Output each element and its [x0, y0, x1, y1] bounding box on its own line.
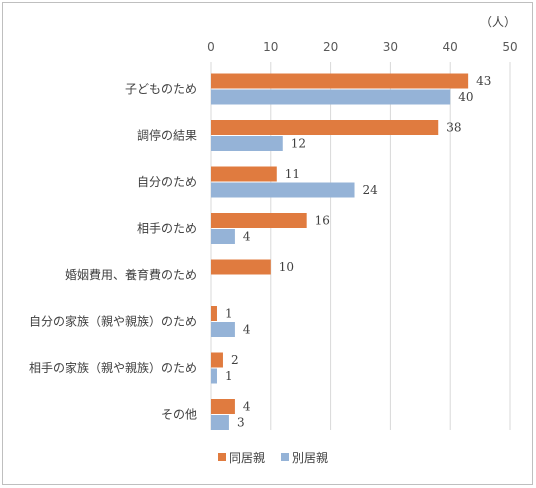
data-label: 1 — [225, 307, 233, 321]
legend: 同居親 別居親 — [218, 451, 328, 465]
data-label: 4 — [243, 230, 251, 244]
data-label: 10 — [279, 260, 294, 274]
category-labels: 子どものため調停の結果自分のため相手のため婚姻費用、養育費のため自分の家族（親や… — [29, 82, 197, 422]
category-label: 自分の家族（親や親族）のため — [29, 314, 197, 329]
data-label: 3 — [237, 416, 245, 430]
category-label: 子どものため — [125, 82, 197, 96]
bar-separated-parent — [211, 229, 235, 244]
legend-swatch-cohabiting — [218, 453, 226, 461]
x-tick-label: 40 — [443, 40, 458, 54]
data-label: 16 — [315, 214, 330, 228]
legend-label: 同居親 — [229, 451, 265, 465]
data-label: 11 — [285, 167, 300, 181]
data-label: 43 — [476, 74, 491, 88]
bar-separated-parent — [211, 89, 451, 105]
data-label: 12 — [291, 137, 306, 151]
data-label: 38 — [446, 121, 461, 135]
bar-cohabiting-parent — [211, 399, 235, 414]
bars — [211, 73, 469, 430]
x-tick-label: 20 — [323, 40, 338, 54]
x-axis-ticks: 0 10 20 30 40 50 — [207, 40, 517, 54]
x-tick-label: 0 — [207, 40, 215, 54]
unit-label: （人） — [480, 15, 516, 29]
category-label: その他 — [161, 408, 197, 422]
data-label: 4 — [243, 400, 251, 414]
bar-separated-parent — [211, 322, 235, 337]
bar-cohabiting-parent — [211, 352, 223, 368]
data-label: 1 — [225, 369, 233, 383]
bar-cohabiting-parent — [211, 120, 439, 135]
legend-label: 別居親 — [292, 451, 328, 465]
x-tick-label: 30 — [383, 40, 398, 54]
data-label: 24 — [363, 183, 379, 197]
bar-separated-parent — [211, 368, 217, 384]
category-label: 婚姻費用、養育費のため — [65, 267, 197, 282]
category-label: 調停の結果 — [137, 128, 197, 143]
category-label: 相手のため — [137, 222, 197, 236]
data-label: 4 — [243, 323, 251, 337]
bar-separated-parent — [211, 415, 229, 430]
bar-cohabiting-parent — [211, 306, 217, 321]
category-label: 相手の家族（親や親族）のため — [29, 360, 197, 375]
bar-separated-parent — [211, 182, 355, 198]
category-label: 自分のため — [137, 175, 197, 189]
bar-cohabiting-parent — [211, 213, 307, 228]
bar-cohabiting-parent — [211, 73, 469, 89]
bar-cohabiting-parent — [211, 166, 277, 182]
data-label: 2 — [231, 353, 239, 367]
data-label: 40 — [458, 90, 473, 104]
bar-cohabiting-parent — [211, 259, 271, 275]
x-tick-label: 10 — [263, 40, 278, 54]
x-tick-label: 50 — [502, 40, 517, 54]
legend-swatch-separated — [281, 453, 289, 461]
bar-separated-parent — [211, 136, 283, 151]
gridlines — [210, 62, 511, 430]
